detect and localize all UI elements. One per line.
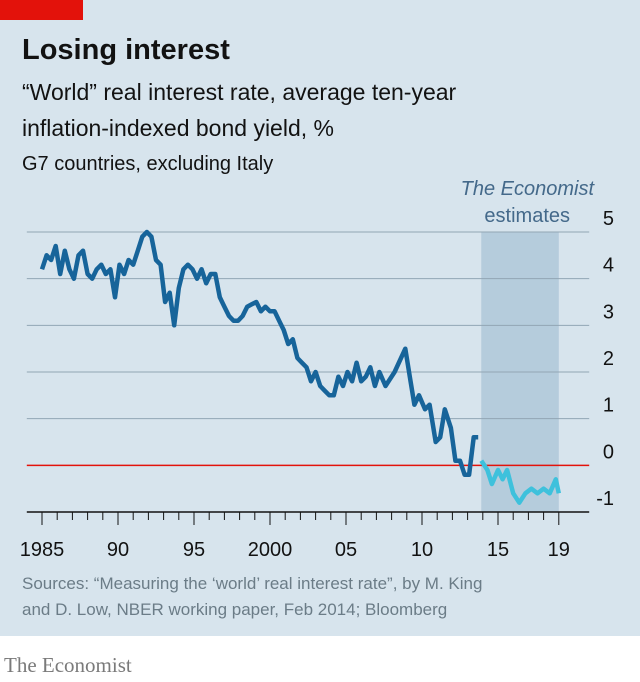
x-tick-label: 90 (107, 539, 129, 561)
series-line (39, 229, 479, 477)
y-tick-label: 0 (603, 441, 614, 463)
x-tick-label: 15 (487, 539, 509, 561)
x-tick-label: 1985 (20, 539, 65, 561)
x-tick-label: 10 (411, 539, 433, 561)
annotation: estimates (484, 205, 570, 227)
x-tick-label: 19 (548, 539, 570, 561)
y-tick-label: 2 (603, 348, 614, 370)
brand-tag (0, 0, 83, 20)
y-tick-label: 3 (603, 301, 614, 323)
brand: The Economist (4, 653, 132, 677)
chart-title: Losing interest (22, 34, 230, 66)
y-tick-label: 1 (603, 395, 614, 417)
series-line (479, 459, 562, 505)
y-tick-label: -1 (596, 488, 614, 510)
y-tick-label: 4 (603, 255, 614, 277)
plot: -1 0 1 2 3 4 5 1985 90 95 2000 05 10 15 19 (20, 208, 614, 561)
subtitle: G7 countries, excluding Italy (22, 153, 273, 175)
x-tick-label: 95 (183, 539, 205, 561)
source: and D. Low, NBER working paper, Feb 2014… (22, 600, 447, 619)
y-tick-label: 5 (603, 208, 614, 230)
subtitle: “World” real interest rate, average ten-… (22, 79, 457, 105)
x-tick-label: 2000 (248, 539, 293, 561)
x-tick-label: 05 (335, 539, 357, 561)
subtitle: inflation-indexed bond yield, % (22, 115, 334, 141)
annotation: The Economist (461, 178, 596, 200)
source: Sources: “Measuring the ‘world’ real int… (22, 574, 482, 593)
